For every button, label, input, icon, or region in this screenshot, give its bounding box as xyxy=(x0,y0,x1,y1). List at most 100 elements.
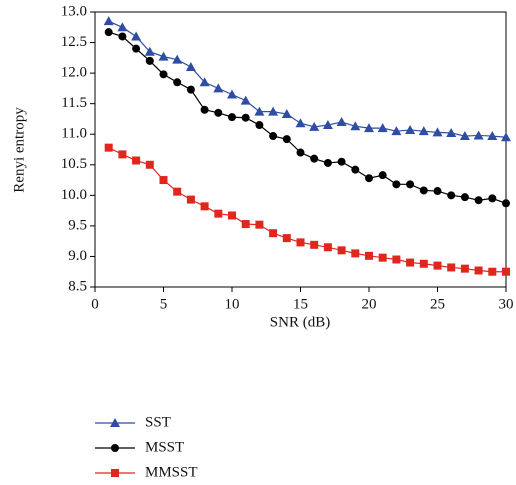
x-tick-label: 25 xyxy=(430,296,445,312)
series-line xyxy=(108,20,507,138)
marker xyxy=(281,109,292,119)
marker xyxy=(419,186,428,195)
x-tick-label: 5 xyxy=(160,296,168,312)
x-tick-label: 15 xyxy=(293,296,308,312)
marker xyxy=(406,180,415,189)
y-tick-label: 10.0 xyxy=(61,187,87,203)
marker xyxy=(241,220,250,229)
marker xyxy=(447,191,456,200)
marker xyxy=(406,258,415,267)
y-tick-label: 8.5 xyxy=(68,278,87,294)
marker xyxy=(131,31,142,41)
legend-marker xyxy=(110,418,120,427)
marker xyxy=(268,106,279,116)
marker xyxy=(378,171,387,180)
marker xyxy=(432,127,443,137)
marker xyxy=(474,266,483,275)
y-tick-label: 9.5 xyxy=(68,217,87,233)
marker xyxy=(228,113,236,122)
marker xyxy=(118,32,127,41)
marker xyxy=(350,121,361,131)
marker xyxy=(117,22,128,32)
y-tick-label: 11.0 xyxy=(61,126,87,142)
marker xyxy=(200,105,209,114)
marker xyxy=(378,253,387,262)
y-axis-label: Renyi entropy xyxy=(11,107,27,193)
marker xyxy=(405,124,416,134)
marker xyxy=(185,62,196,71)
marker xyxy=(488,267,497,276)
marker xyxy=(447,263,456,272)
y-tick-label: 13.0 xyxy=(61,3,87,19)
marker xyxy=(173,78,182,87)
marker xyxy=(460,264,469,273)
marker xyxy=(459,131,470,141)
marker xyxy=(269,132,278,141)
marker xyxy=(488,194,497,203)
marker xyxy=(104,143,113,152)
marker xyxy=(118,150,127,159)
marker xyxy=(144,46,155,56)
marker xyxy=(309,121,320,131)
x-axis-label: SNR (dB) xyxy=(270,314,330,330)
marker xyxy=(323,158,332,167)
marker xyxy=(145,56,154,65)
marker xyxy=(501,132,511,142)
series-line xyxy=(108,147,506,273)
y-tick-label: 11.5 xyxy=(61,95,87,111)
x-tick-label: 30 xyxy=(499,296,514,312)
marker xyxy=(172,54,183,64)
marker xyxy=(132,156,141,165)
marker xyxy=(365,251,373,260)
marker xyxy=(282,135,291,144)
y-tick-label: 12.0 xyxy=(61,65,87,81)
marker xyxy=(502,267,510,276)
marker xyxy=(473,130,484,140)
marker xyxy=(310,154,319,163)
marker xyxy=(200,202,209,211)
marker xyxy=(351,165,360,174)
marker xyxy=(365,174,373,183)
marker xyxy=(132,44,141,53)
marker xyxy=(255,121,264,130)
y-tick-label: 12.5 xyxy=(61,34,87,50)
marker xyxy=(214,108,223,117)
legend-marker xyxy=(111,444,119,452)
legend-marker xyxy=(111,469,119,477)
legend-label: MSST xyxy=(145,439,184,455)
marker xyxy=(446,128,457,137)
marker xyxy=(364,123,374,133)
marker xyxy=(310,240,319,249)
marker xyxy=(227,89,237,99)
y-tick-label: 9.0 xyxy=(68,248,87,264)
marker xyxy=(337,157,346,166)
marker xyxy=(419,259,428,268)
marker xyxy=(433,261,442,270)
x-tick-label: 10 xyxy=(225,296,240,312)
marker xyxy=(433,187,442,196)
marker xyxy=(214,209,223,218)
marker xyxy=(502,199,510,208)
marker xyxy=(322,120,333,130)
marker xyxy=(103,16,114,26)
marker xyxy=(228,211,236,220)
marker xyxy=(323,243,332,252)
marker xyxy=(159,70,168,79)
marker xyxy=(474,196,483,205)
marker xyxy=(159,176,168,185)
x-tick-label: 0 xyxy=(91,296,99,312)
marker xyxy=(199,77,210,87)
marker xyxy=(296,148,305,157)
marker xyxy=(186,195,195,204)
marker xyxy=(104,28,113,37)
marker xyxy=(254,106,265,116)
marker xyxy=(255,220,264,229)
marker xyxy=(158,51,169,61)
marker xyxy=(186,85,195,94)
x-tick-label: 20 xyxy=(362,296,377,312)
marker xyxy=(295,118,306,128)
marker xyxy=(391,126,402,136)
marker xyxy=(240,95,251,105)
legend-label: MMSST xyxy=(145,464,198,480)
